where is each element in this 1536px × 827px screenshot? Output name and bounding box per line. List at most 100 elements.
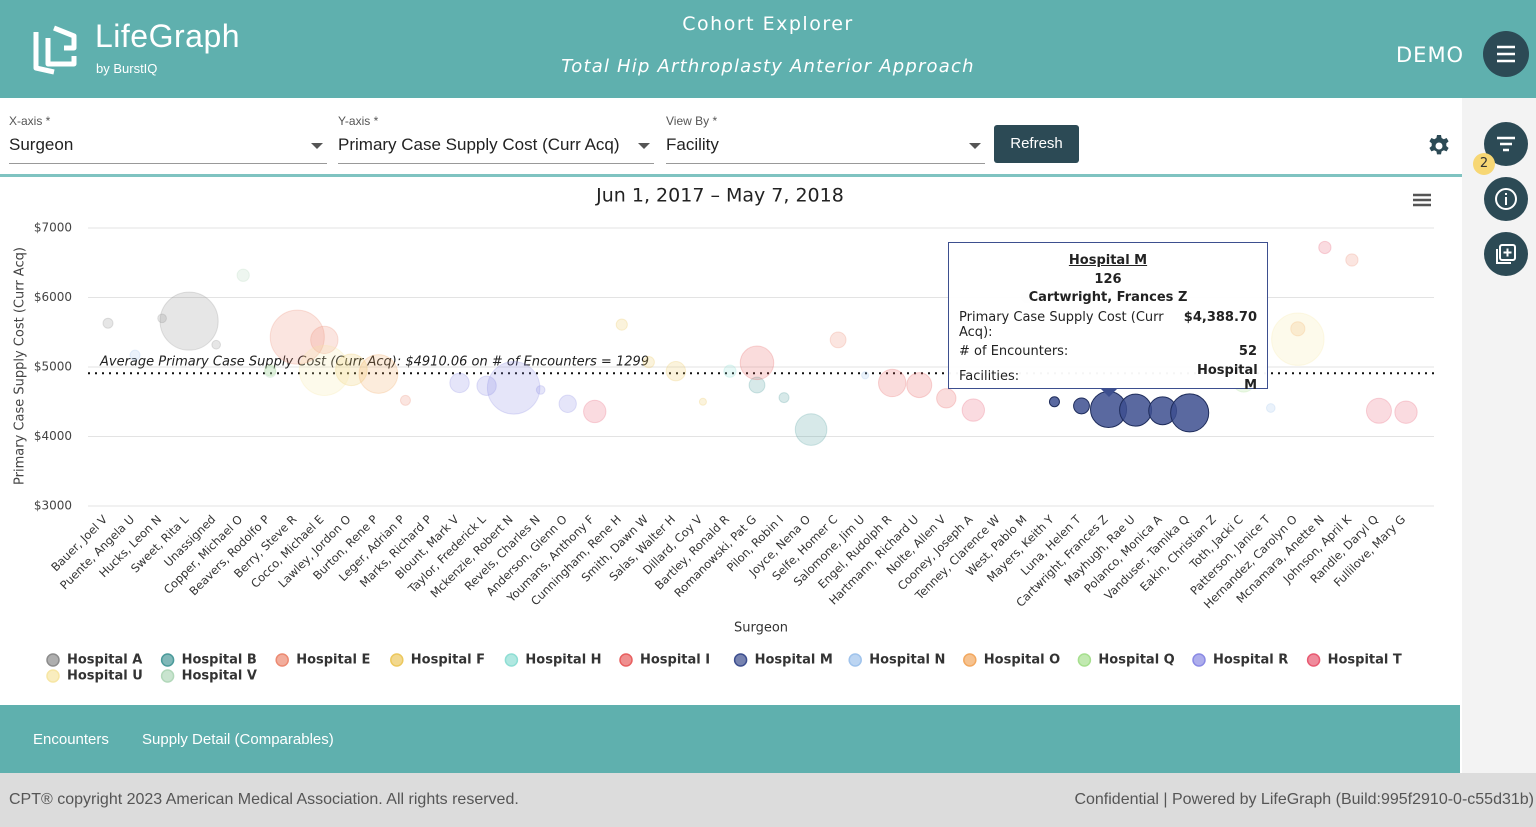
tab[interactable]: Supply Detail (Comparables) bbox=[142, 731, 334, 748]
legend-swatch bbox=[733, 653, 748, 667]
x-axis-select[interactable]: X-axis * Surgeon bbox=[9, 113, 327, 164]
y-axis-select[interactable]: Y-axis * Primary Case Supply Cost (Curr … bbox=[338, 113, 654, 164]
bubble bbox=[1394, 400, 1418, 424]
legend-label: Hospital I bbox=[640, 653, 710, 668]
tooltip: Hospital M 126 Cartwright, Frances Z Pri… bbox=[948, 242, 1268, 393]
bubble bbox=[748, 376, 766, 394]
header: LifeGraph by BurstIQ Cohort Explorer Tot… bbox=[0, 0, 1536, 98]
refresh-button[interactable]: Refresh bbox=[994, 125, 1079, 163]
bubble bbox=[486, 361, 541, 415]
settings-button[interactable] bbox=[1427, 134, 1451, 158]
bubble bbox=[157, 313, 167, 324]
caret bbox=[311, 143, 323, 149]
bubble bbox=[449, 372, 470, 394]
bubble-series bbox=[236, 268, 277, 378]
bubble-series bbox=[269, 253, 1359, 406]
footer-build: Confidential | Powered by LifeGraph (Bui… bbox=[1074, 791, 1534, 808]
bubble bbox=[1345, 253, 1359, 267]
field-value: Facility bbox=[666, 135, 719, 154]
bubble bbox=[794, 413, 828, 446]
legend-label: Hospital T bbox=[1328, 653, 1402, 668]
tooltip-label: # of Encounters: bbox=[959, 344, 1069, 359]
bubble bbox=[878, 368, 907, 398]
bubble bbox=[1119, 393, 1153, 427]
legend-swatch bbox=[46, 669, 60, 683]
tooltip-value: $4,388.70 bbox=[1183, 310, 1257, 325]
tooltip-id: 126 bbox=[1094, 272, 1122, 287]
bubble-series bbox=[358, 321, 1306, 394]
legend-label: Hospital V bbox=[182, 669, 257, 684]
caret bbox=[638, 143, 650, 149]
footer-copyright: CPT® copyright 2023 American Medical Ass… bbox=[9, 791, 519, 808]
tooltip-label: Facilities: bbox=[959, 369, 1020, 384]
footer: CPT® copyright 2023 American Medical Ass… bbox=[0, 773, 1536, 827]
bubble bbox=[665, 360, 687, 382]
legend-label: Hospital R bbox=[1213, 653, 1288, 668]
user-label: DEMO bbox=[1396, 43, 1465, 67]
chart: Jun 1, 2017 – May 7, 2018 $3000 $4000 $5000… bbox=[13, 185, 1434, 684]
bubble bbox=[1290, 321, 1306, 337]
bubble bbox=[829, 331, 847, 349]
legend-label: Hospital A bbox=[67, 653, 142, 668]
bubble-series bbox=[449, 361, 577, 415]
legend-swatch bbox=[1077, 653, 1092, 667]
bubble bbox=[1170, 393, 1210, 433]
y-tick-label: $3000 bbox=[34, 499, 72, 513]
legend-label: Hospital B bbox=[182, 653, 257, 668]
legend-label: Hospital Q bbox=[1098, 653, 1174, 668]
legend-swatch bbox=[160, 669, 175, 683]
bubble-series bbox=[748, 376, 828, 446]
bubble bbox=[335, 353, 368, 387]
bubble bbox=[1365, 397, 1392, 424]
bubble bbox=[1318, 240, 1332, 255]
bubble bbox=[102, 317, 114, 329]
bubble-series bbox=[298, 312, 1325, 396]
bubble-series bbox=[583, 240, 1418, 424]
legend-label: Hospital F bbox=[411, 653, 485, 668]
chart-title: Jun 1, 2017 – May 7, 2018 bbox=[595, 185, 844, 207]
bubble bbox=[159, 291, 219, 351]
field-label: Y-axis * bbox=[338, 114, 379, 128]
sidebar bbox=[1462, 98, 1536, 773]
filter-badge: 2 bbox=[1473, 153, 1495, 175]
legend-label: Hospital M bbox=[755, 653, 833, 668]
legend-label: Hospital O bbox=[984, 653, 1060, 668]
bubble-series bbox=[335, 318, 707, 406]
logo-mark bbox=[33, 25, 77, 75]
view-by-select[interactable]: View By * Facility bbox=[666, 113, 985, 164]
bubble-series bbox=[739, 345, 957, 409]
field-label: View By * bbox=[666, 114, 718, 128]
chart-menu[interactable] bbox=[1413, 193, 1431, 207]
bubble bbox=[236, 268, 250, 282]
tooltip-value: Hospital M bbox=[1197, 363, 1258, 393]
bubble bbox=[535, 385, 546, 395]
legend-swatch bbox=[160, 653, 175, 667]
legend-swatch bbox=[848, 653, 862, 667]
add-button[interactable] bbox=[1484, 232, 1528, 276]
field-label: X-axis * bbox=[9, 114, 51, 128]
average-label: Average Primary Case Supply Cost (Curr A… bbox=[99, 354, 649, 369]
bubble-series bbox=[102, 290, 1035, 351]
logo-text: LifeGraph bbox=[95, 18, 241, 54]
bubble bbox=[358, 354, 399, 394]
field-value: Surgeon bbox=[9, 135, 74, 154]
bubble bbox=[264, 365, 277, 378]
bubble bbox=[298, 344, 350, 396]
menu-button[interactable] bbox=[1482, 30, 1530, 78]
app-subtitle: Total Hip Arthroplasty Anterior Approach bbox=[561, 56, 975, 77]
info-button[interactable] bbox=[1484, 177, 1528, 221]
legend-label: Hospital U bbox=[67, 669, 143, 684]
bubble bbox=[129, 349, 141, 361]
y-tick-label: $7000 bbox=[34, 221, 72, 235]
controls-bar: X-axis * Surgeon Y-axis * Primary Case S… bbox=[0, 98, 1462, 177]
tooltip-value: 52 bbox=[1238, 344, 1257, 359]
bubble bbox=[476, 375, 497, 396]
tab[interactable]: Encounters bbox=[33, 731, 109, 748]
bubble bbox=[778, 392, 790, 404]
bubble bbox=[698, 397, 707, 406]
y-tick-label: $4000 bbox=[34, 429, 72, 443]
bubble bbox=[310, 325, 339, 355]
app-title: Cohort Explorer bbox=[682, 13, 854, 35]
bubble bbox=[1073, 397, 1090, 415]
